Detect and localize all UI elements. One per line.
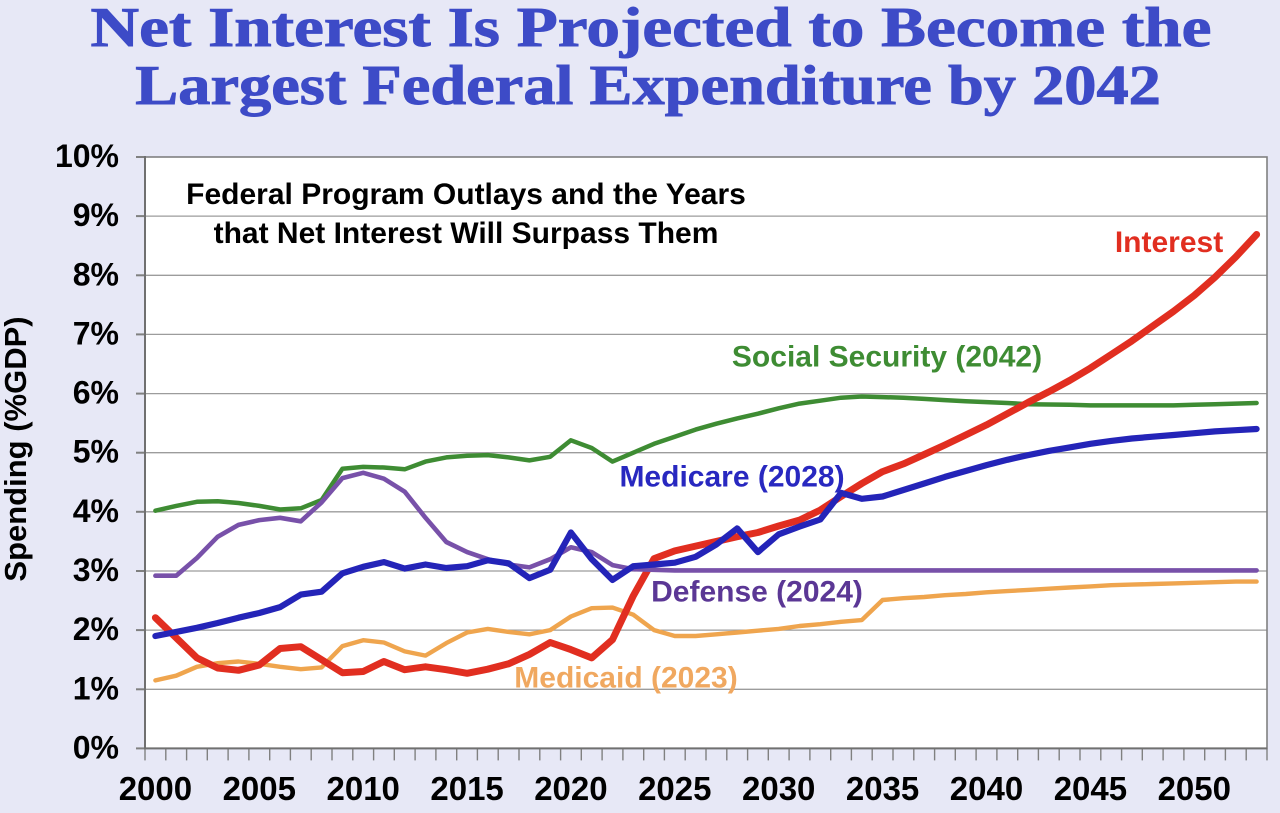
svg-text:Social Security (2042): Social Security (2042) bbox=[732, 341, 1042, 374]
svg-text:2020: 2020 bbox=[534, 770, 607, 807]
svg-text:8%: 8% bbox=[73, 256, 119, 292]
svg-text:Medicaid (2023): Medicaid (2023) bbox=[514, 662, 737, 695]
svg-text:4%: 4% bbox=[73, 493, 119, 529]
svg-text:2000: 2000 bbox=[119, 770, 192, 807]
svg-text:2%: 2% bbox=[73, 611, 119, 647]
svg-text:Defense (2024): Defense (2024) bbox=[651, 576, 863, 609]
svg-text:2050: 2050 bbox=[1158, 770, 1231, 807]
svg-text:2010: 2010 bbox=[326, 770, 399, 807]
svg-text:5%: 5% bbox=[73, 434, 119, 470]
svg-text:2015: 2015 bbox=[430, 770, 503, 807]
svg-text:that Net Interest Will Surpass: that Net Interest Will Surpass Them bbox=[214, 217, 719, 250]
svg-text:3%: 3% bbox=[73, 552, 119, 588]
svg-text:Interest: Interest bbox=[1115, 226, 1223, 259]
svg-text:2040: 2040 bbox=[950, 770, 1023, 807]
svg-text:9%: 9% bbox=[73, 197, 119, 233]
svg-text:0%: 0% bbox=[73, 729, 119, 765]
svg-text:2005: 2005 bbox=[223, 770, 296, 807]
svg-text:Federal Program Outlays and th: Federal Program Outlays and the Years bbox=[186, 178, 746, 211]
svg-text:6%: 6% bbox=[73, 375, 119, 411]
svg-text:1%: 1% bbox=[73, 670, 119, 706]
svg-text:Medicare (2028): Medicare (2028) bbox=[619, 461, 844, 494]
svg-text:7%: 7% bbox=[73, 315, 119, 351]
svg-text:10%: 10% bbox=[55, 138, 119, 174]
svg-text:2030: 2030 bbox=[742, 770, 815, 807]
svg-text:Spending (%GDP): Spending (%GDP) bbox=[0, 316, 33, 581]
svg-text:2045: 2045 bbox=[1054, 770, 1127, 807]
svg-text:2035: 2035 bbox=[846, 770, 919, 807]
svg-text:2025: 2025 bbox=[638, 770, 711, 807]
